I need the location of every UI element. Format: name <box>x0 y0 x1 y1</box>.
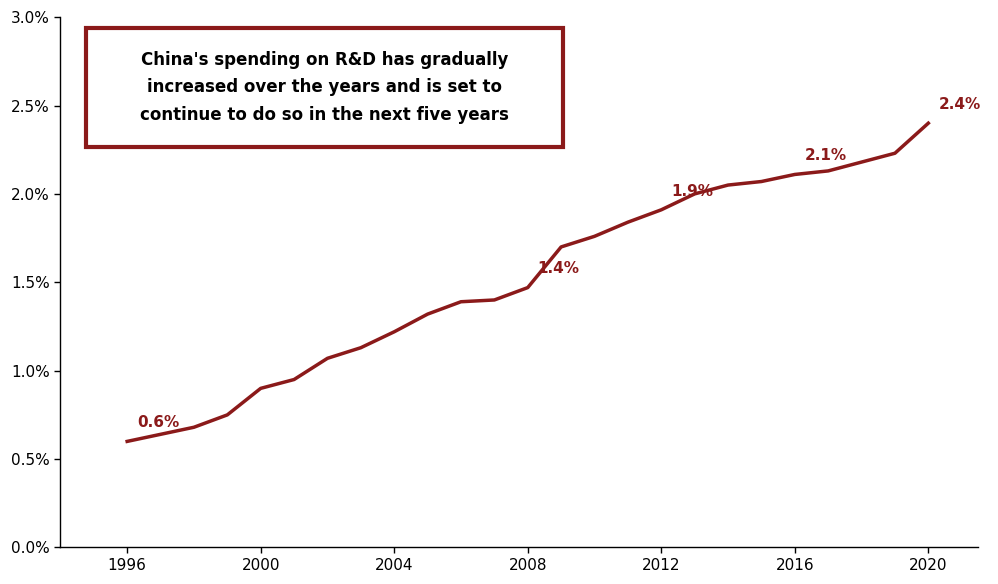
FancyBboxPatch shape <box>86 27 564 147</box>
Text: 0.6%: 0.6% <box>137 415 180 430</box>
Text: 2.4%: 2.4% <box>938 97 981 112</box>
Text: 2.1%: 2.1% <box>804 148 847 164</box>
Text: 1.9%: 1.9% <box>672 183 714 199</box>
Text: China's spending on R&D has gradually
increased over the years and is set to
con: China's spending on R&D has gradually in… <box>141 51 509 124</box>
Text: 1.4%: 1.4% <box>538 262 580 276</box>
